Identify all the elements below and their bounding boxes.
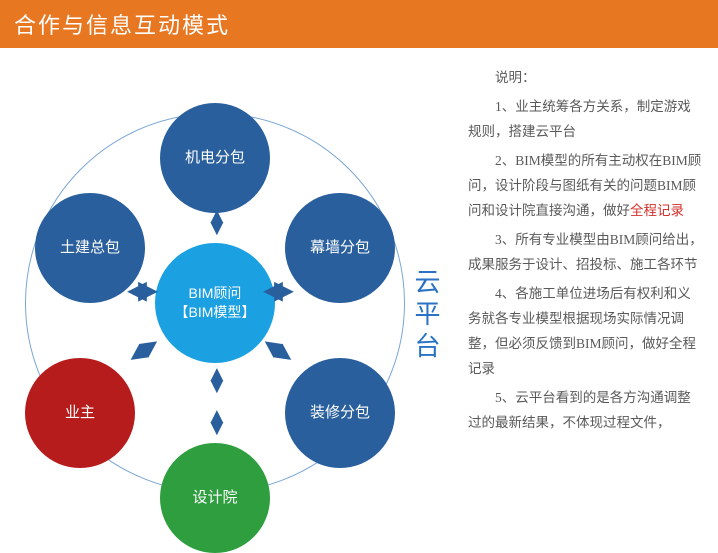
explain-heading: 说明： <box>468 66 704 91</box>
node-label: 机电分包 <box>185 148 245 168</box>
node-decor: 装修分包 <box>285 358 395 468</box>
node-label: 幕墙分包 <box>310 238 370 258</box>
node-civil: 土建总包 <box>35 193 145 303</box>
explain-item: 4、各施工单位进场后有权利和义务就各专业模型根据现场实际情况调整，但必须反馈到B… <box>468 282 704 382</box>
explain-item: 1、业主统筹各方关系，制定游戏规则，搭建云平台 <box>468 95 704 145</box>
cloud-platform-label: 云平台 <box>408 268 445 364</box>
node-owner: 业主 <box>25 358 135 468</box>
node-curtain: 幕墙分包 <box>285 193 395 303</box>
slide-header: 合作与信息互动模式 <box>0 0 718 48</box>
node-label: 设计院 <box>192 488 237 508</box>
node-center-bim: BIM顾问 【BIM模型】 <box>155 243 275 363</box>
slide-content: 机电分包 土建总包 幕墙分包 业主 装修分包 设计院 BIM顾问 【BIM模型】… <box>0 48 718 538</box>
node-design: 设计院 <box>160 443 270 553</box>
interaction-diagram: 机电分包 土建总包 幕墙分包 业主 装修分包 设计院 BIM顾问 【BIM模型】… <box>0 48 430 538</box>
slide-title: 合作与信息互动模式 <box>14 13 230 38</box>
node-mep: 机电分包 <box>160 103 270 213</box>
explain-item: 2、BIM模型的所有主动权在BIM顾问，设计阶段与图纸有关的问题BIM顾问和设计… <box>468 149 704 224</box>
center-line2: 【BIM模型】 <box>175 303 256 322</box>
highlight-text: 全程记录 <box>630 203 684 218</box>
node-label: 业主 <box>65 403 95 423</box>
node-label: 土建总包 <box>60 238 120 258</box>
explanation-panel: 说明： 1、业主统筹各方关系，制定游戏规则，搭建云平台 2、BIM模型的所有主动… <box>430 48 718 538</box>
explain-item: 3、所有专业模型由BIM顾问给出，成果服务于设计、招投标、施工各环节 <box>468 228 704 278</box>
explain-item: 5、云平台看到的是各方沟通调整过的最新结果，不体现过程文件， <box>468 386 704 436</box>
center-line1: BIM顾问 <box>175 284 256 303</box>
node-label: 装修分包 <box>310 403 370 423</box>
